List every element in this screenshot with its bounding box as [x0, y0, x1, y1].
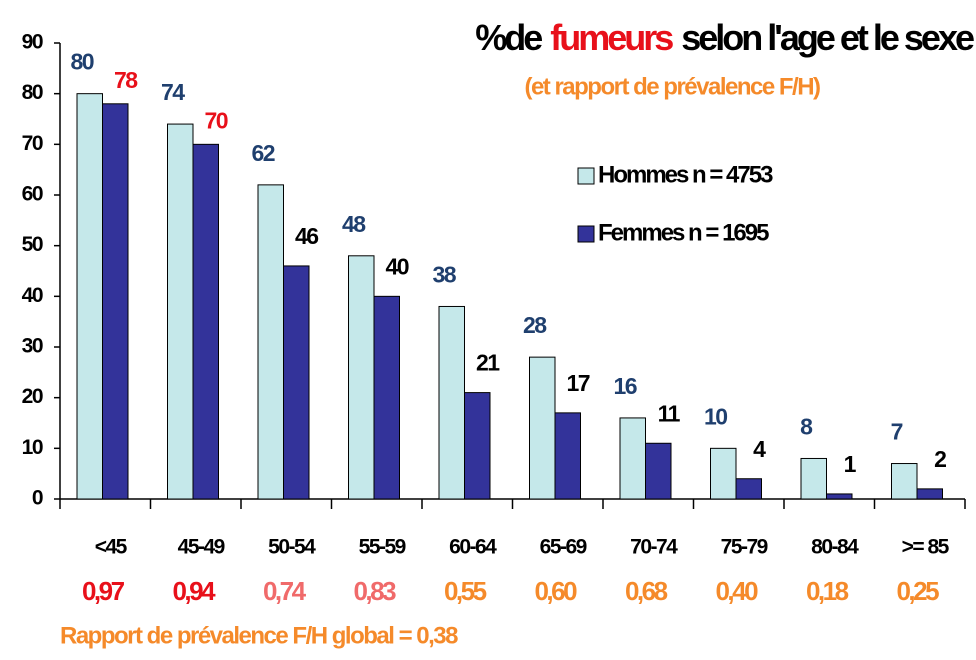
- data-label: 1: [844, 451, 857, 477]
- data-label: 2: [934, 446, 946, 472]
- bar: [710, 447, 737, 500]
- y-tick-label: 70: [22, 132, 43, 155]
- bar: [438, 305, 465, 500]
- ratio-label: 0,18: [806, 576, 849, 606]
- data-label: 74: [161, 79, 185, 105]
- data-label: 4: [753, 436, 766, 462]
- y-tick-label: 50: [22, 233, 43, 256]
- title-part: fumeurs: [550, 17, 673, 58]
- y-tick-label: 40: [22, 284, 43, 307]
- y-tick-label: 0: [32, 487, 43, 510]
- bar: [645, 442, 672, 500]
- x-tick-label: 50-54: [268, 536, 316, 559]
- y-tick-label: 10: [22, 436, 43, 459]
- data-label: 48: [342, 211, 366, 237]
- bar: [529, 356, 556, 500]
- bar: [167, 123, 194, 500]
- chart-title: %de fumeurs selon l'age et le sexe: [475, 17, 974, 58]
- legend-swatch: [577, 225, 595, 243]
- bar: [102, 103, 129, 500]
- data-label: 78: [114, 67, 138, 93]
- data-label: 28: [523, 312, 547, 338]
- x-tick-label: 70-74: [630, 536, 678, 559]
- y-tick-label: 30: [22, 335, 43, 358]
- bar: [373, 295, 400, 500]
- data-label: 7: [891, 419, 903, 445]
- bar: [283, 265, 310, 500]
- bar: [735, 478, 762, 500]
- bar: [464, 392, 491, 500]
- x-tick-label: <45: [95, 536, 128, 559]
- data-label: 17: [566, 370, 589, 396]
- ratio-label: 0,25: [896, 576, 939, 606]
- data-label: 8: [800, 414, 813, 440]
- legend-label: Femmes n = 1695: [598, 219, 769, 246]
- bar: [891, 463, 918, 500]
- ratio-label: 0,55: [444, 576, 487, 606]
- bar: [554, 412, 581, 500]
- x-tick-label: >= 85: [902, 536, 950, 559]
- footer: Rapport de prévalence F/H global = 0,38: [60, 622, 458, 649]
- ratio-label: 0,97: [82, 576, 125, 606]
- bar: [619, 417, 646, 500]
- chart-subtitle: (et rapport de prévalence F/H): [524, 73, 820, 100]
- data-label: 38: [432, 262, 456, 288]
- ratio-label: 0,83: [353, 576, 396, 606]
- bar: [800, 457, 827, 500]
- y-tick-label: 60: [22, 183, 43, 206]
- bar: [916, 488, 943, 500]
- bar: [257, 184, 284, 500]
- ratio-label: 0,94: [172, 576, 216, 606]
- y-tick-label: 20: [22, 385, 43, 408]
- data-label: 40: [385, 253, 408, 279]
- x-tick-label: 55-59: [359, 536, 406, 559]
- ratio-label: 0,68: [625, 576, 668, 606]
- x-tick-label: 75-79: [721, 536, 768, 559]
- title-part: selon l'age et le sexe: [681, 17, 974, 58]
- legend-swatch: [577, 167, 595, 185]
- ratio-label: 0,40: [715, 576, 758, 606]
- x-tick-label: 65-69: [540, 536, 587, 559]
- legend-label: Hommes n = 4753: [598, 161, 773, 188]
- data-label: 10: [704, 403, 727, 429]
- data-label: 70: [204, 107, 227, 133]
- data-label: 21: [476, 350, 500, 376]
- bar: [348, 255, 375, 500]
- data-label: 16: [613, 373, 636, 399]
- y-tick-label: 80: [22, 81, 43, 104]
- ratio-label: 0,60: [534, 576, 577, 606]
- x-tick-label: 45-49: [178, 536, 225, 559]
- data-label: 80: [70, 49, 93, 75]
- data-label: 11: [658, 400, 681, 426]
- y-tick-label: 90: [22, 31, 43, 54]
- bar: [76, 93, 103, 500]
- data-label: 46: [295, 223, 318, 249]
- data-label: 62: [251, 140, 274, 166]
- ratio-label: 0,74: [263, 576, 307, 606]
- x-tick-label: 60-64: [449, 536, 497, 559]
- title-part: %de: [475, 17, 542, 58]
- bar: [826, 493, 853, 500]
- bar: [192, 143, 219, 500]
- x-tick-label: 80-84: [811, 536, 859, 559]
